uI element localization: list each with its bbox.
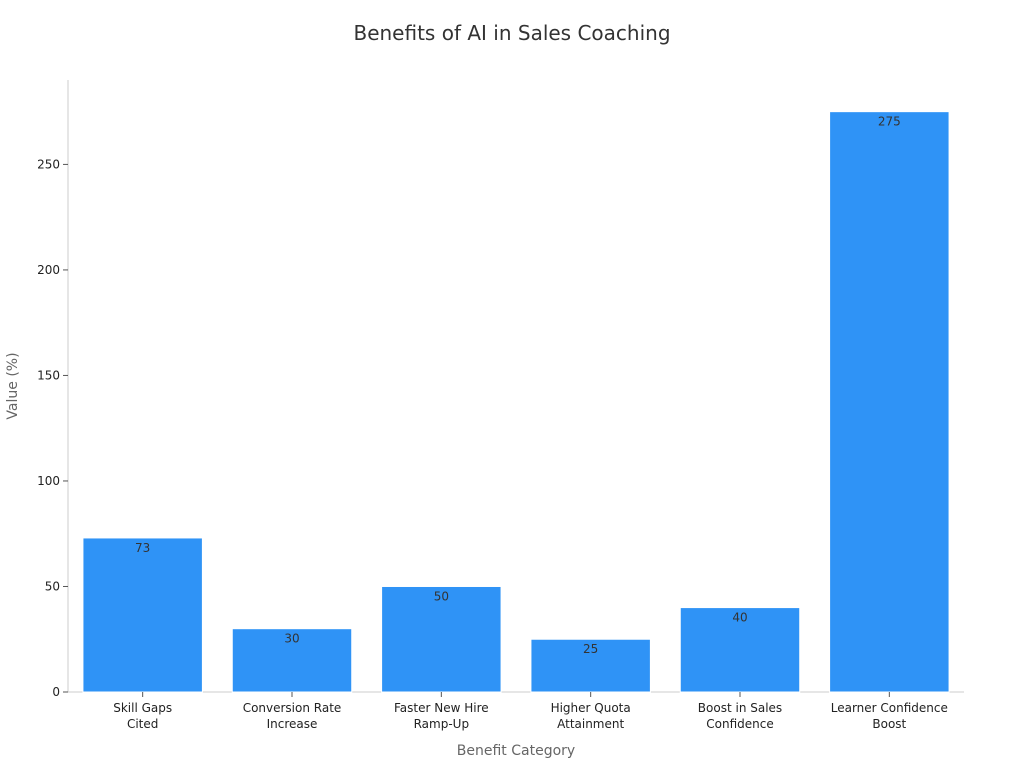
y-tick-label: 200	[37, 263, 60, 277]
bar-value-label: 25	[583, 642, 598, 656]
bar-value-label: 30	[284, 632, 299, 646]
x-tick-label: Confidence	[706, 717, 773, 731]
x-tick-label: Ramp-Up	[414, 717, 469, 731]
y-tick-label: 250	[37, 157, 60, 171]
y-tick-label: 0	[52, 685, 60, 699]
x-tick-label: Attainment	[557, 717, 624, 731]
bar-value-label: 73	[135, 541, 150, 555]
x-axis-ticks: Skill Gaps Cited Conversion Rate Increase Fa…	[113, 692, 948, 731]
y-tick-label: 150	[37, 368, 60, 382]
bar	[231, 628, 353, 693]
bar-value-label: 50	[434, 589, 449, 603]
bar	[679, 607, 801, 693]
bar	[829, 111, 950, 693]
y-tick-label: 100	[37, 474, 60, 488]
x-tick-label: Skill Gaps	[113, 701, 172, 715]
x-tick-label: Cited	[127, 717, 158, 731]
y-axis-label: Value (%)	[5, 352, 21, 419]
y-tick-label: 50	[45, 579, 60, 593]
x-tick-label: Increase	[267, 717, 318, 731]
y-axis-ticks: 0 50 100 150 200 250	[37, 157, 68, 699]
bar	[82, 537, 203, 693]
x-tick-label: Learner Confidence	[831, 701, 948, 715]
bar-value-label: 40	[732, 611, 747, 625]
chart-title: Benefits of AI in Sales Coaching	[353, 21, 670, 45]
x-tick-label: Boost in Sales	[698, 701, 782, 715]
x-tick-label: Boost	[872, 717, 906, 731]
x-tick-label: Higher Quota	[551, 701, 631, 715]
x-tick-label: Conversion Rate	[243, 701, 342, 715]
bar-value-label: 275	[878, 115, 901, 129]
bar	[530, 638, 651, 693]
x-axis-label: Benefit Category	[457, 743, 575, 759]
bars-group: 73 30 50 25 40 275	[82, 111, 950, 693]
x-tick-label: Faster New Hire	[394, 701, 489, 715]
bar	[381, 585, 502, 693]
